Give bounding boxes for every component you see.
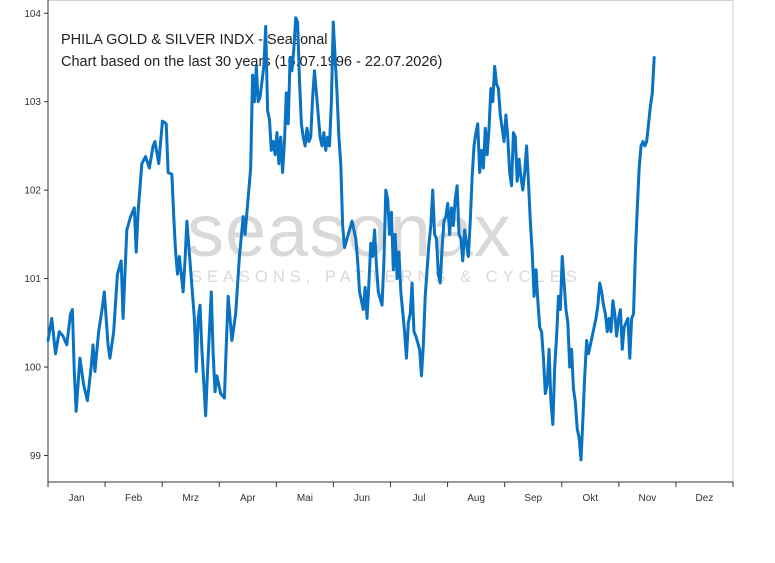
y-tick-group: 99 100 101 102 103 104 [24,9,48,462]
series-group [46,16,656,462]
x-tick-label: Mai [297,493,313,504]
y-tick-label: 102 [24,186,41,197]
y-tick-label: 101 [24,274,41,285]
chart-subtitle: Chart based on the last 30 years (16.07.… [61,54,442,70]
y-tick-label: 100 [24,363,41,374]
x-tick-label: Jul [413,493,426,504]
y-tick-label: 99 [30,451,42,462]
chart-title: PHILA GOLD & SILVER INDX - Seasonal [61,32,327,48]
x-tick-label: Apr [240,493,256,504]
x-tick-label: Feb [125,493,143,504]
x-tick-label: Dez [696,493,714,504]
y-tick-label: 104 [24,9,41,20]
x-tick-label: Sep [524,493,542,504]
series-line [46,16,656,462]
watermark-tagline: SEASONS, PATTERNS & CYCLES [191,268,582,286]
y-tick-label: 103 [24,97,41,108]
x-tick-label: Aug [467,493,485,504]
x-tick-label: Jun [354,493,370,504]
x-tick-label: Mrz [182,493,199,504]
x-tick-label: Nov [638,493,656,504]
x-tick-label: Jan [68,493,84,504]
x-tick-group: Jan Feb Mrz Apr Mai Jun Jul Aug Sep Okt Nov Dez [47,482,734,504]
x-tick-label: Okt [583,493,599,504]
